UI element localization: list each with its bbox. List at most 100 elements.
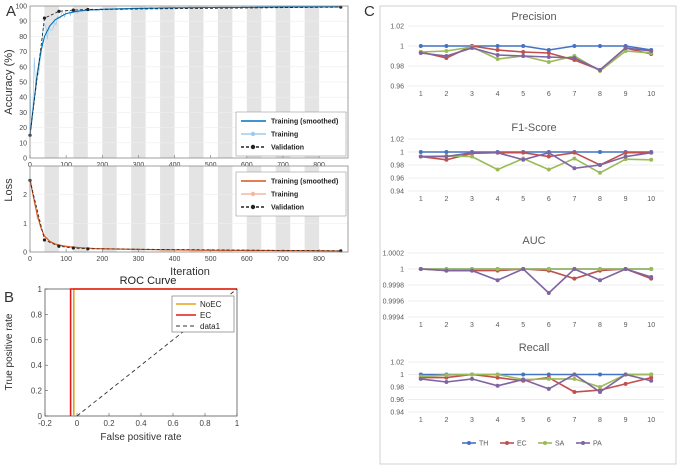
y-tick-label: 0.8 <box>31 310 43 319</box>
y-tick-label: 0.96 <box>390 397 404 404</box>
y-tick-label: 90 <box>19 19 27 26</box>
series-point-th <box>418 150 423 154</box>
legend-marker <box>250 204 256 210</box>
x-tick-label: 700 <box>277 162 289 169</box>
series-point-pa <box>572 372 577 377</box>
validation-point <box>86 7 90 12</box>
x-tick-label: 0.4 <box>135 419 147 428</box>
legend-label: Validation <box>271 205 304 212</box>
auc-title: AUC <box>522 235 545 247</box>
x-tick-label: 1 <box>419 91 423 98</box>
series-point-pa <box>444 54 449 58</box>
series-line-th <box>420 45 652 51</box>
x-tick-label: 600 <box>241 256 253 263</box>
series-point-th <box>598 372 602 377</box>
series-point-ec <box>546 51 551 55</box>
legend-label-pa: PA <box>593 441 602 448</box>
series-point-pa <box>649 378 654 383</box>
series-point-pa <box>444 154 449 159</box>
series-point-pa <box>649 150 654 155</box>
f1-score-title: F1-Score <box>511 122 556 134</box>
y-tick-label: 0.96 <box>390 84 404 91</box>
series-point-sa <box>546 60 551 64</box>
training-smoothed-line <box>29 6 341 136</box>
y-tick-label: 0 <box>23 250 27 257</box>
series-point-ec <box>495 48 500 52</box>
series-point-pa <box>470 268 474 273</box>
y-tick-label: 0 <box>38 412 43 421</box>
x-tick-label: 6 <box>547 322 551 329</box>
validation-point <box>57 9 61 13</box>
series-point-sa <box>546 376 551 381</box>
legend-label-th: TH <box>479 441 488 448</box>
x-tick-label: 0 <box>75 419 80 428</box>
training-smoothed-line <box>29 180 341 252</box>
series-point-pa <box>598 278 602 283</box>
series-point-sa <box>444 49 449 53</box>
y-tick-label: 0.98 <box>390 163 404 170</box>
y-tick-label: 0.9996 <box>383 299 405 306</box>
y-tick-label: 1 <box>400 44 404 51</box>
x-tick-label: 7 <box>572 322 576 329</box>
series-point-th <box>444 150 449 154</box>
series-point-sa <box>495 372 500 377</box>
recall-chart: Recall 0.94 0.96 0.98 1 1.02 1 2 3 4 5 6 7 8 9 10 TH EC… <box>390 342 664 448</box>
series-point-th <box>521 372 526 377</box>
series-point-pa <box>649 275 654 279</box>
series-point-ec <box>521 150 526 155</box>
series-point-pa <box>546 386 551 391</box>
legend-marker-ec <box>505 441 509 445</box>
roc-y-axis-label: True positive rate <box>4 313 15 390</box>
series-point-sa <box>649 372 654 377</box>
series-point-pa <box>598 68 602 72</box>
series-line-sa <box>420 373 652 388</box>
series-point-pa <box>598 390 602 394</box>
y-tick-label: 100 <box>15 4 27 11</box>
epoch-band <box>73 166 88 252</box>
series-point-sa <box>572 376 577 381</box>
series-point-pa <box>495 150 500 155</box>
legend-label: Training <box>271 132 298 139</box>
x-tick-label: 9 <box>624 322 628 329</box>
y-tick-label: 2 <box>23 192 27 199</box>
accuracy-plot-border <box>29 5 349 159</box>
panel-label-a: A <box>6 3 16 20</box>
x-tick-label: 5 <box>521 196 525 203</box>
legend-label: Training <box>271 192 298 199</box>
x-tick-label: 6 <box>547 417 551 424</box>
y-tick-label: 0.98 <box>390 64 404 71</box>
x-tick-label: 0 <box>28 256 32 263</box>
y-tick-label: 40 <box>19 95 27 102</box>
x-tick-label: 3 <box>470 196 474 203</box>
series-point-sa <box>649 157 654 162</box>
series-point-pa <box>649 49 654 53</box>
series-point-ec <box>649 375 654 380</box>
precision-chart: Precision 0.96 0.98 1 1.02 1 2 3 4 5 6 7 8 9 10 <box>390 11 664 98</box>
legend-marker <box>250 191 256 197</box>
panel-c-frame <box>379 5 677 465</box>
series-line-pa <box>420 47 652 71</box>
series-point-pa <box>418 376 423 381</box>
epoch-band <box>131 166 146 252</box>
series-point-sa <box>546 167 551 172</box>
x-tick-label: 7 <box>572 196 576 203</box>
series-point-pa <box>572 166 577 171</box>
series-point-sa <box>623 49 628 53</box>
series-point-ec <box>572 276 577 281</box>
series-point-pa <box>546 150 551 155</box>
series-point-pa <box>418 267 423 271</box>
series-point-ec <box>546 154 551 159</box>
series-point-th <box>495 44 500 48</box>
validation-point <box>42 238 47 242</box>
roc-legend-label: EC <box>200 311 211 320</box>
series-line-sa <box>420 46 652 72</box>
series-point-th <box>521 44 526 48</box>
panel-label-c: C <box>364 3 375 20</box>
legend-label: Training (smoothed) <box>271 119 338 126</box>
series-point-pa <box>495 53 500 57</box>
y-tick-label: 0 <box>23 156 27 163</box>
series-point-pa <box>418 51 423 55</box>
series-point-ec <box>623 150 628 155</box>
series-point-sa <box>598 385 602 389</box>
series-point-th <box>444 44 449 48</box>
